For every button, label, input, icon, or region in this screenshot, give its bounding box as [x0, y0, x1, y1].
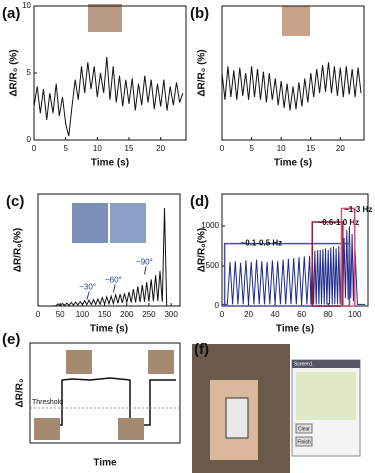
x-axis-label: Time (s)	[274, 158, 312, 169]
annotation: ~0.1-0.5 Hz	[241, 238, 283, 247]
data-line	[33, 56, 184, 137]
x-tick-label: 100	[76, 310, 90, 319]
y-tick-label: 500	[206, 261, 220, 270]
annotation-arrow	[144, 266, 147, 275]
inset-photo	[118, 418, 144, 440]
annotation: ~30°	[79, 283, 96, 292]
annotation: ~60°	[105, 276, 122, 285]
x-tick-label: 5	[63, 144, 68, 153]
x-tick-label: 150	[98, 310, 112, 319]
y-tick-label: 1000	[201, 221, 219, 230]
y-axis-label: ΔR/R₀ (%)	[197, 49, 208, 96]
screen-bar	[292, 360, 360, 368]
panel-label: (d)	[190, 193, 209, 210]
panel-label: (b)	[190, 5, 209, 22]
x-tick-label: 10	[277, 144, 286, 153]
inset-photo	[88, 4, 122, 32]
region-box	[340, 207, 356, 307]
annotation-arrow	[86, 291, 90, 300]
inset-photo	[110, 203, 146, 243]
x-tick-label: 200	[120, 310, 134, 319]
button[interactable]	[295, 423, 313, 434]
x-tick-label: 5	[249, 144, 254, 153]
data-line	[38, 207, 172, 307]
plot-frame	[37, 193, 181, 307]
y-axis-label: ΔR/R₀ (%)	[9, 49, 20, 96]
x-axis-label: Time (s)	[276, 324, 314, 335]
y-tick-label: 5	[27, 68, 32, 77]
x-tick-label: 40	[271, 310, 280, 319]
y-axis-label: ΔR/R₀	[15, 379, 26, 408]
x-tick-label: 20	[336, 144, 345, 153]
annotation: ~0.6-1.0 Hz	[318, 218, 360, 227]
button-label[interactable]: Finish	[297, 439, 311, 445]
x-axis-label: Time (s)	[90, 324, 128, 335]
inset-photo	[34, 418, 60, 440]
x-tick-label: 50	[56, 310, 65, 319]
button[interactable]	[295, 436, 313, 447]
inset-photo	[282, 6, 310, 36]
panel-label: (c)	[6, 193, 24, 210]
x-tick-label: 250	[142, 310, 156, 319]
region-box	[311, 221, 344, 307]
x-tick-label: 10	[93, 144, 102, 153]
y-tick-label: 10	[22, 1, 31, 10]
x-tick-label: 0	[220, 310, 225, 319]
y-axis-label: ΔR/R₀(%)	[13, 228, 24, 272]
x-tick-label: 20	[156, 144, 165, 153]
plot-frame	[29, 342, 181, 444]
x-tick-label: 100	[348, 310, 362, 319]
x-tick-label: 0	[36, 310, 41, 319]
phone	[225, 397, 249, 439]
y-tick-label: 0	[215, 301, 220, 310]
annotation: ~1-3 Hz	[344, 205, 372, 214]
y-axis-label: ΔR/R₀(%)	[197, 228, 208, 272]
x-tick-label: 15	[306, 144, 315, 153]
x-tick-label: 60	[297, 310, 306, 319]
panel-label: (f)	[194, 341, 209, 358]
x-tick-label: 80	[324, 310, 333, 319]
region-box	[223, 242, 351, 307]
panel-label: (a)	[2, 5, 20, 22]
signal-line	[34, 377, 176, 426]
annotation: ~90°	[136, 258, 153, 267]
x-tick-label: 15	[125, 144, 134, 153]
annotation: Threshold	[32, 399, 63, 406]
x-tick-label: 0	[220, 144, 225, 153]
x-tick-label: 300	[164, 310, 178, 319]
x-axis-label: Time	[93, 458, 117, 469]
y-tick-label: 0	[27, 135, 32, 144]
inset-photo	[66, 350, 92, 374]
screen-title: Screen1	[294, 361, 313, 367]
inset-photo	[72, 203, 108, 243]
panel-label: (e)	[2, 331, 20, 348]
log-area	[296, 372, 356, 420]
button-label[interactable]: Clear	[298, 426, 310, 432]
inset-photo	[148, 350, 174, 374]
annotation-arrow	[112, 284, 116, 293]
x-tick-label: 0	[32, 144, 37, 153]
data-line	[221, 62, 362, 111]
x-axis-label: Time (s)	[91, 158, 129, 169]
x-tick-label: 20	[244, 310, 253, 319]
